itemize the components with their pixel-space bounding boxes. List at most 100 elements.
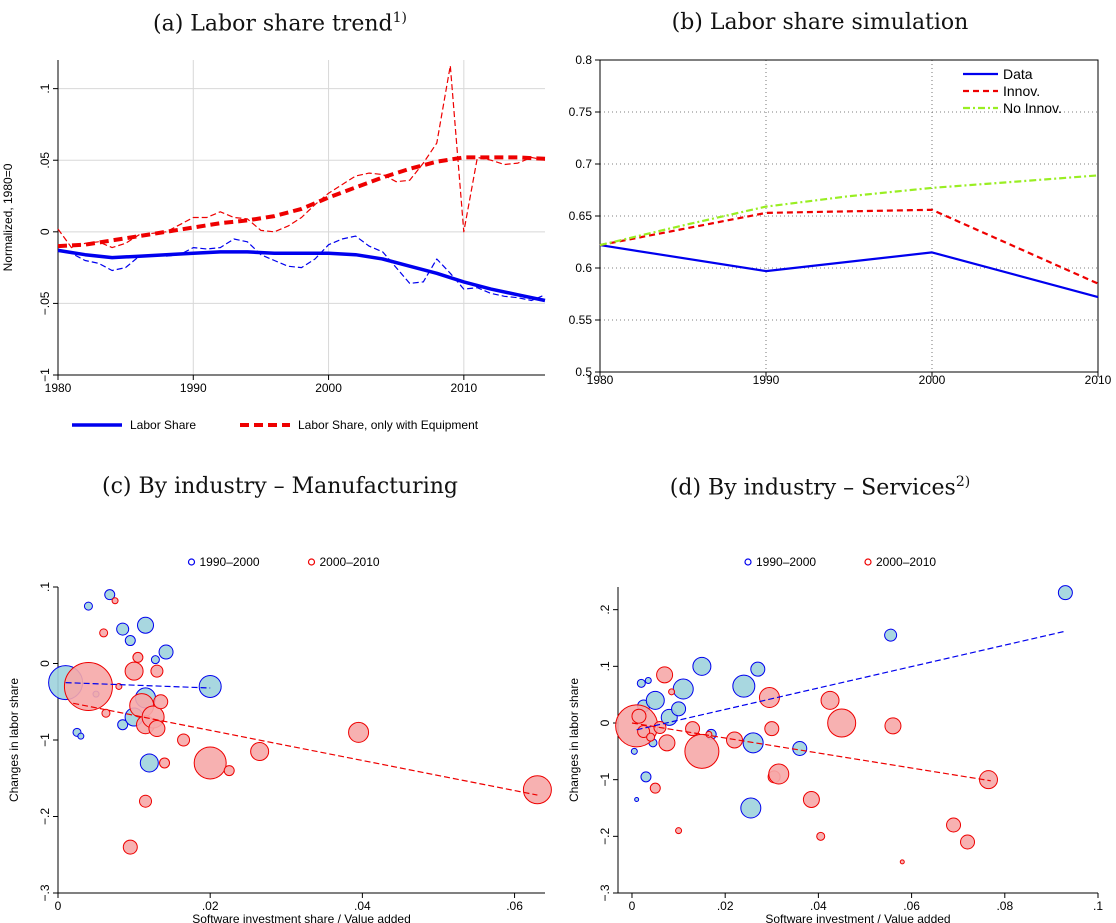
x-tick-label: 1980	[45, 381, 72, 395]
x-tick-label: 2010	[1085, 373, 1112, 387]
x-tick-label: 2000	[919, 373, 946, 387]
scatter-point	[117, 719, 129, 731]
scatter-point	[792, 741, 808, 756]
scatter-point	[159, 757, 171, 769]
panel-d-title: (d) By industry – Services2)	[669, 474, 971, 501]
x-tick-label: 0	[629, 899, 636, 913]
legend-marker	[187, 558, 196, 566]
panel-c-title: (c) By industry – Manufacturing	[102, 474, 458, 499]
scatter-point	[764, 721, 780, 737]
y-tick-label: 0	[598, 719, 612, 726]
scatter-point	[63, 661, 113, 711]
scatter-point	[668, 688, 676, 696]
x-tick-label: .04	[810, 899, 827, 913]
x-tick-label: 1990	[180, 381, 207, 395]
y-tick-label: −1	[38, 368, 52, 382]
legend-marker	[307, 558, 316, 566]
y-tick-label: 0	[38, 660, 52, 667]
x-axis-label: Software investment share / Value added	[192, 912, 411, 923]
legend-label: Innov.	[1003, 83, 1040, 99]
legend-label: 2000–2010	[876, 555, 936, 569]
x-tick-label: 2010	[450, 381, 477, 395]
legend-label: Labor Share, only with Equipment	[298, 418, 479, 432]
fit-line	[73, 702, 538, 796]
scatter-point	[692, 656, 712, 676]
series-line	[57, 65, 546, 249]
y-tick-label: .1	[38, 83, 52, 93]
scatter-point	[116, 622, 130, 636]
scatter-point	[768, 763, 790, 785]
scatter-point	[139, 794, 153, 808]
chart-services-scatter: 0 .02 .04 .06 .08 .1 −.3 −.2 −1 0 .1 .2 Changes in l…	[567, 555, 1103, 923]
scatter-point	[658, 734, 676, 752]
scatter-point	[137, 616, 155, 634]
series-line	[599, 244, 1099, 299]
scatter-point	[634, 797, 640, 802]
y-tick-label: 0.6	[575, 261, 592, 275]
x-tick-label: 1990	[753, 373, 780, 387]
scatter-point	[827, 708, 857, 738]
scatter-point	[158, 644, 174, 660]
scatter-point	[758, 687, 780, 708]
y-tick-label: 0.65	[569, 209, 593, 223]
scatter-point	[101, 708, 111, 718]
legend-marker	[864, 558, 872, 566]
scatter-point	[132, 651, 144, 663]
scatter-point	[148, 720, 166, 738]
y-tick-label: .2	[598, 604, 612, 614]
scatter-point	[124, 635, 136, 647]
scatter-point	[740, 797, 762, 819]
y-tick-label: −.2	[598, 827, 612, 844]
series-line	[599, 208, 1099, 285]
y-tick-label: .1	[38, 582, 52, 592]
scatter-point	[816, 831, 826, 841]
y-axis-label: Normalized, 1980=0	[1, 163, 15, 271]
panel-b-title: (b) Labor share simulation	[671, 10, 969, 35]
x-tick-label: 2000	[315, 381, 342, 395]
y-tick-label: 0.7	[575, 157, 592, 171]
y-tick-label: −1	[598, 773, 612, 787]
y-tick-label: −.2	[38, 808, 52, 825]
series-line	[57, 248, 546, 303]
x-tick-label: .06	[506, 899, 523, 913]
legend-label: 1990–2000	[756, 555, 816, 569]
scatter-point	[978, 770, 998, 790]
scatter-point	[124, 661, 144, 681]
scatter-point	[960, 834, 976, 850]
scatter-point	[250, 741, 270, 761]
legend-label: No Innov.	[1003, 100, 1062, 116]
y-axis-label: Changes in labor share	[567, 678, 581, 802]
scatter-point	[646, 732, 656, 742]
scatter-point	[193, 746, 227, 780]
scatter-point	[177, 733, 191, 747]
y-tick-label: .1	[598, 661, 612, 671]
scatter-point	[884, 628, 898, 642]
y-tick-label: 0.5	[575, 365, 592, 379]
scatter-point	[223, 765, 235, 777]
scatter-point	[750, 661, 766, 677]
legend-label: 1990–2000	[200, 555, 260, 569]
y-tick-label: −1	[38, 733, 52, 747]
scatter-point	[630, 747, 638, 755]
x-axis-label: Software investment / Value added	[765, 912, 950, 923]
chart-labor-share-trend: 1980 1990 2000 2010 −1 −.05 0 .05 .1 Normalized, …	[1, 60, 546, 432]
legend-label: Data	[1003, 66, 1033, 82]
scatter-point	[672, 678, 694, 700]
scatter-point	[348, 721, 370, 743]
scatter-point	[153, 694, 169, 710]
y-tick-label: 0.8	[575, 53, 592, 67]
x-tick-label: 0	[55, 899, 62, 913]
series-line	[57, 235, 546, 302]
y-tick-label: 0.55	[569, 313, 593, 327]
scatter-point	[884, 717, 902, 735]
scatter-point	[150, 664, 164, 678]
legend-marker	[744, 558, 752, 566]
scatter-point	[631, 708, 647, 724]
scatter-point	[150, 655, 160, 665]
scatter-point	[77, 732, 85, 740]
scatter-point	[1057, 585, 1073, 601]
legend-label: Labor Share	[130, 418, 196, 432]
chart-labor-share-simulation: 1980 1990 2000 2010 0.5 0.55 0.6 0.65 0.7 0.75 0.8…	[569, 53, 1112, 387]
scatter-point	[820, 690, 840, 710]
x-tick-label: 1980	[587, 373, 614, 387]
